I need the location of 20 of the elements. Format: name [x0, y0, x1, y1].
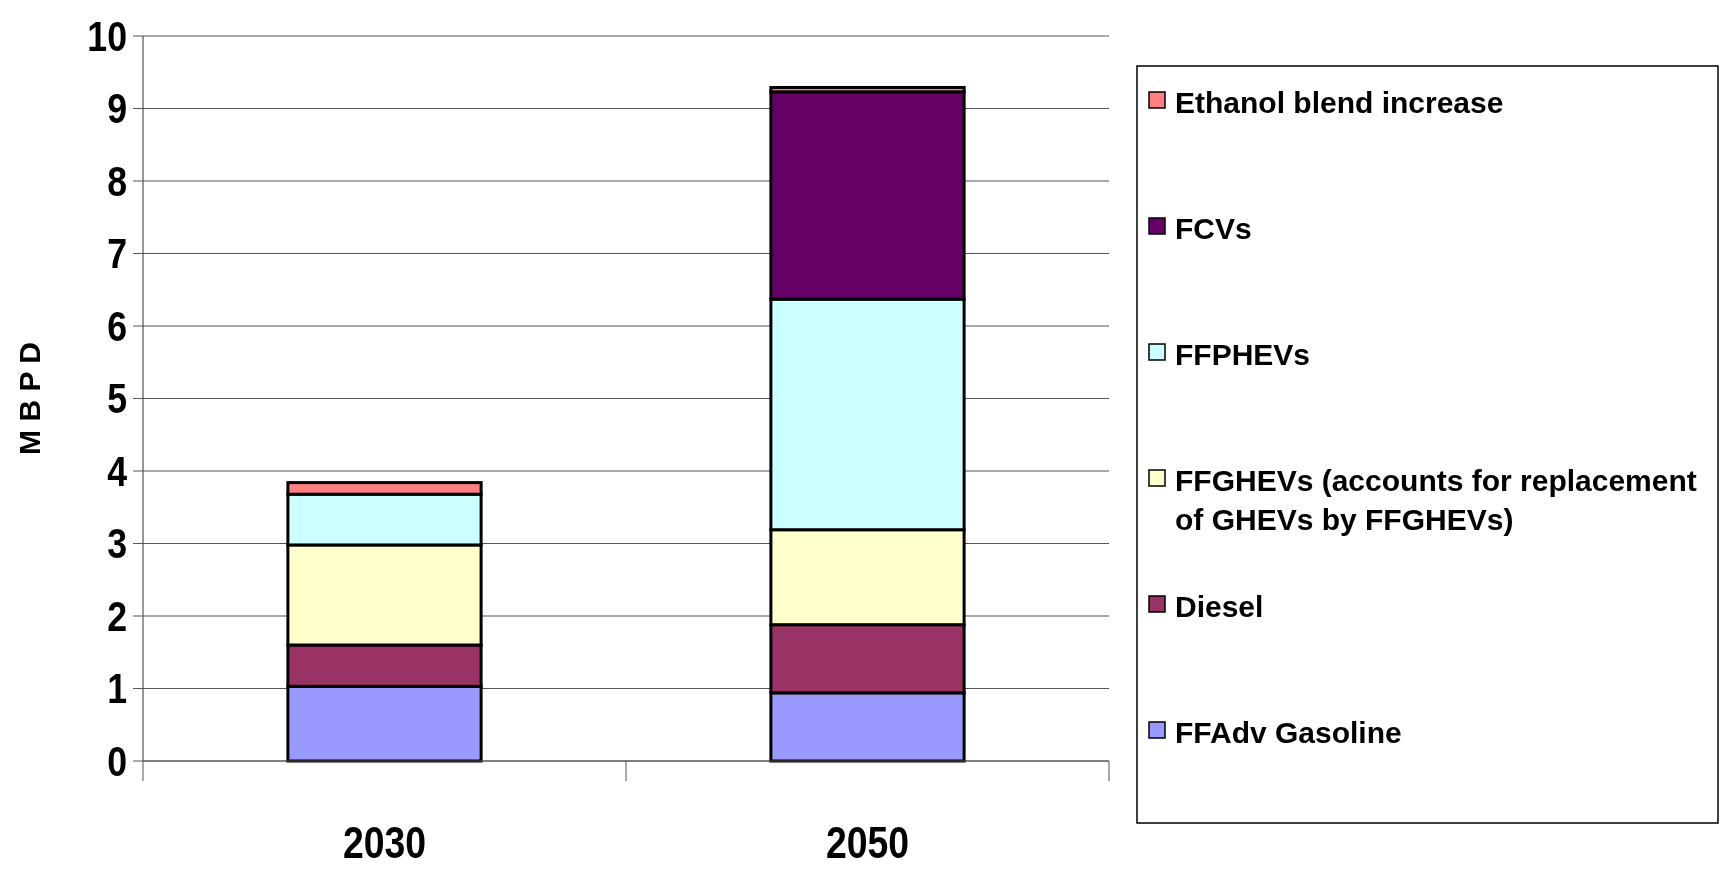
y-tick-label: 1: [107, 665, 127, 712]
legend-label: FFAdv Gasoline: [1175, 715, 1402, 749]
y-tick-label: 7: [107, 230, 127, 277]
y-tick-label: 8: [107, 157, 127, 205]
y-tick-label: 4: [107, 447, 128, 495]
x-tick-label: 2050: [825, 818, 910, 868]
y-tick-label: 3: [107, 520, 127, 567]
legend-label: FCVs: [1175, 211, 1252, 245]
y-tick-label: 9: [107, 85, 127, 132]
x-tick-label: 2030: [342, 818, 427, 868]
y-axis-title: M B P D: [13, 342, 46, 455]
y-tick-label: 2: [107, 592, 127, 640]
y-tick-label: 0: [107, 737, 127, 785]
legend-label: Diesel: [1175, 589, 1264, 623]
y-tick-label: 10: [87, 12, 127, 60]
y-tick-label: 5: [107, 375, 127, 422]
legend-label: FFGHEVs (accounts for replacement of GHEVs by FFGHEVs): [1175, 463, 1697, 536]
legend-label: FFPHEVs: [1175, 337, 1311, 371]
legend-label: Ethanol blend increase: [1175, 85, 1504, 119]
y-tick-label: 6: [107, 302, 127, 350]
